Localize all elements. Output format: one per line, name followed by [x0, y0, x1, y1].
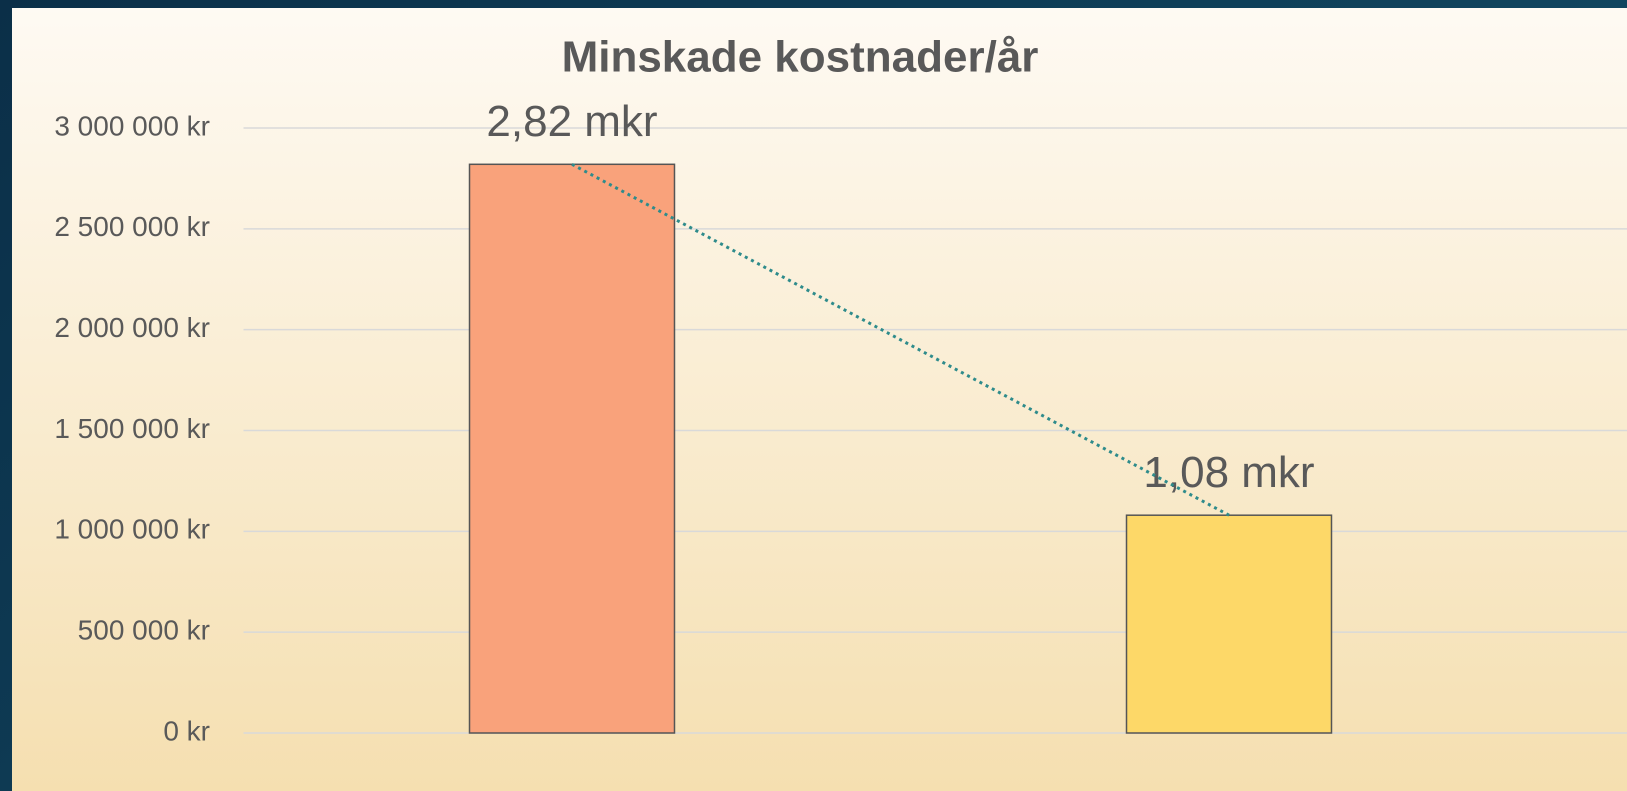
data-label: 1,08 mkr — [1143, 448, 1314, 497]
y-tick-label: 1 500 000 kr — [54, 413, 210, 444]
data-label: 2,82 mkr — [486, 97, 657, 146]
trendline — [571, 162, 1230, 517]
y-tick-label: 2 000 000 kr — [54, 312, 210, 343]
y-tick-label: 500 000 kr — [78, 615, 210, 646]
y-tick-label: 1 000 000 kr — [54, 514, 210, 545]
y-tick-label: 2 500 000 kr — [54, 211, 210, 242]
bar — [468, 163, 676, 734]
y-tick-label: 3 000 000 kr — [54, 110, 210, 141]
bar — [1125, 514, 1333, 734]
chart-title: Minskade kostnader/år — [562, 33, 1039, 82]
y-tick-label: 0 kr — [163, 715, 210, 746]
plot-background — [12, 8, 1627, 791]
